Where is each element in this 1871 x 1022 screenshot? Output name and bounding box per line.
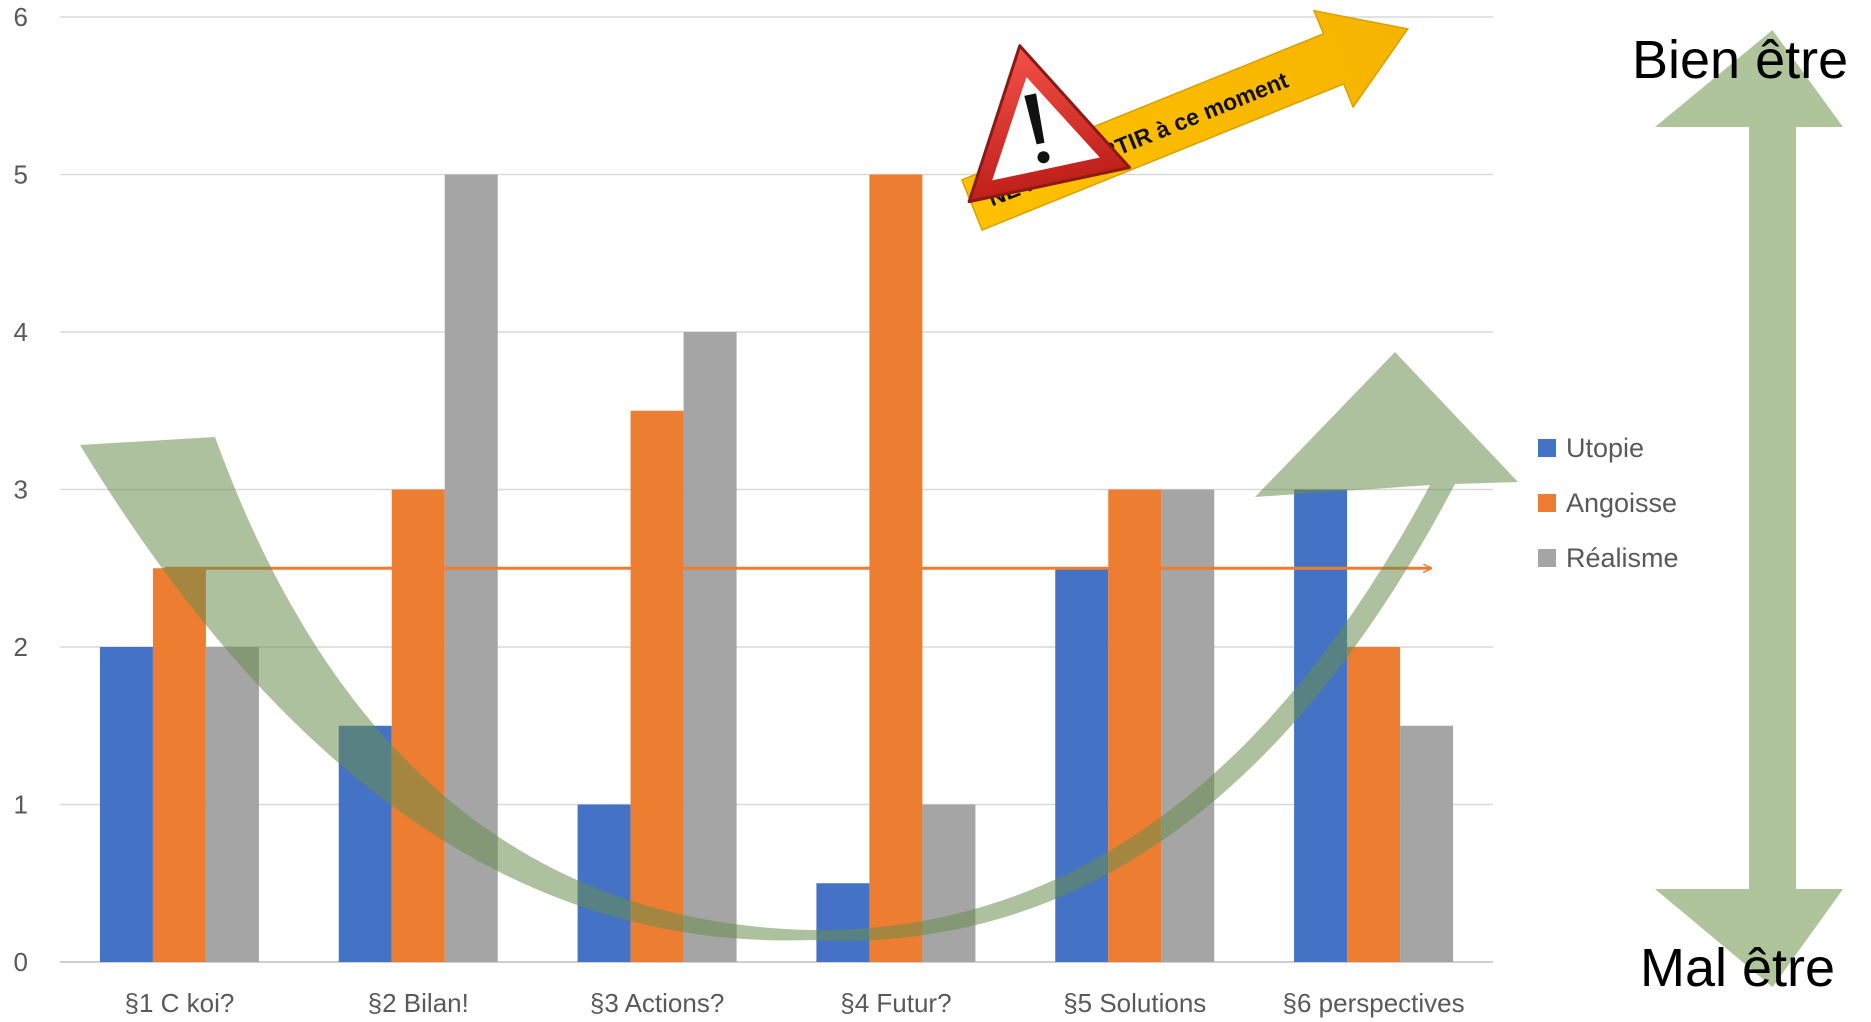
- y-tick-label: 0: [14, 947, 28, 977]
- y-tick-label: 4: [14, 317, 28, 347]
- legend: Utopie Angoisse Réalisme: [1538, 433, 1679, 573]
- bottom-label: Mal être: [1640, 938, 1835, 998]
- bar-angoisse: [630, 410, 684, 962]
- x-tick-label: §3 Actions?: [590, 988, 724, 1018]
- y-tick-label: 2: [14, 632, 28, 662]
- y-tick-label: 3: [14, 475, 28, 505]
- x-axis-ticks: §1 C koi? §2 Bilan! §3 Actions? §4 Futur? §5…: [124, 988, 1464, 1018]
- bar-réalisme: [1161, 489, 1215, 962]
- bar-réalisme: [683, 332, 737, 962]
- y-axis-ticks: 0 1 2 3 4 5 6: [14, 2, 28, 977]
- x-tick-label: §4 Futur?: [840, 988, 951, 1018]
- bar-angoisse: [152, 568, 206, 962]
- x-tick-label: §1 C koi?: [124, 988, 234, 1018]
- green-curved-arrow: [80, 352, 1518, 941]
- legend-swatch-réalisme: [1538, 549, 1556, 567]
- bar-utopie: [1294, 489, 1348, 962]
- warning-triangle-icon: [967, 44, 1132, 204]
- legend-swatch-angoisse: [1538, 494, 1556, 512]
- legend-swatch-utopie: [1538, 439, 1556, 457]
- bar-utopie: [1055, 568, 1109, 962]
- bar-réalisme: [922, 804, 976, 962]
- x-tick-label: §5 Solutions: [1063, 988, 1206, 1018]
- bar-angoisse: [1108, 489, 1162, 962]
- y-tick-label: 6: [14, 2, 28, 32]
- legend-label-utopie: Utopie: [1566, 433, 1644, 463]
- bar-angoisse: [391, 489, 445, 962]
- double-arrow-shape: [1655, 30, 1843, 987]
- top-label: Bien être: [1632, 30, 1848, 90]
- x-tick-label: §6 perspectives: [1283, 988, 1465, 1018]
- bar-utopie: [816, 883, 870, 962]
- y-tick-label: 1: [14, 790, 28, 820]
- bar-utopie: [577, 804, 631, 962]
- bar-réalisme: [205, 647, 259, 962]
- x-tick-label: §2 Bilan!: [368, 988, 469, 1018]
- bar-angoisse: [1347, 647, 1401, 962]
- bar-réalisme: [1400, 725, 1454, 962]
- bar-utopie: [99, 647, 153, 962]
- legend-label-angoisse: Angoisse: [1566, 488, 1677, 518]
- legend-label-réalisme: Réalisme: [1566, 543, 1679, 573]
- y-tick-label: 5: [14, 160, 28, 190]
